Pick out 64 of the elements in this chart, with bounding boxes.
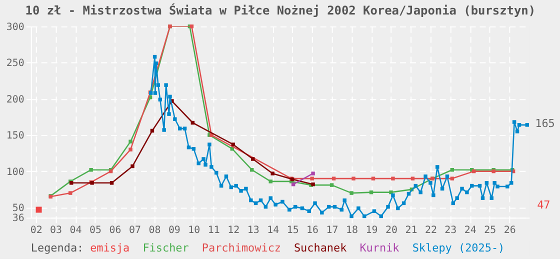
y-tick-label: 150 [6,130,24,142]
x-tick-label: 17 [326,225,338,236]
y-tick-label: 50 [12,203,24,214]
x-tick-label: 23 [444,225,457,236]
x-tick-label: 21 [405,225,418,236]
point [128,148,132,152]
x-tick-label: 02 [30,225,42,236]
point [310,176,314,180]
x-tick-label: 18 [346,225,358,236]
point [330,183,334,187]
annotation: 165 [535,117,555,130]
point [371,176,376,180]
x-tick-label: 09 [168,225,180,236]
text: Fischer [142,242,190,255]
point [268,180,272,184]
y-tick-label: 300 [6,22,24,33]
x-tick-label: 11 [208,225,220,236]
x-tick-label: 14 [267,225,280,236]
x-tick-label: 15 [286,225,299,236]
text: 47 [537,198,550,212]
point [389,190,393,194]
point [231,142,235,146]
y-tick-label: 100 [6,166,24,178]
x-tick-label: 20 [385,225,398,236]
point [450,176,454,180]
point [251,157,255,161]
x-tick-label: 16 [306,225,319,236]
chart-title: 10 zł - Mistrzostwa Świata w Piłce Nożnej 2002 Korea/Japonia (bursztyn) [25,2,536,18]
x-tick-label: 25 [484,225,496,236]
x-tick-label: 04 [70,225,82,236]
point [89,168,93,172]
x-tick-label: 19 [366,225,378,236]
x-tick-label: 10 [188,225,200,236]
x-tick-label: 24 [464,225,476,236]
text: Sklepy (2025-) [412,242,505,255]
point [352,176,356,180]
x-tick-label: 26 [504,225,516,236]
x-tick-label: 07 [128,225,141,236]
x-tick-label: 05 [90,225,102,236]
x-tick-label: 22 [424,225,437,236]
x-tick-label: 06 [109,225,122,236]
x-tick-label: 03 [50,225,62,236]
point [332,176,336,180]
text: Suchanek [294,242,348,255]
x-tick-label: 08 [148,225,161,236]
text: Parchimowicz [202,242,282,255]
text: emisja [90,242,130,255]
x-tick-label: 12 [228,225,240,236]
point [68,191,72,195]
point [130,164,134,168]
y-tick-label: 200 [6,94,24,106]
y-tick-label: 250 [6,58,24,70]
x-tick-label: 13 [247,225,260,236]
legend-title: Legenda: [30,242,84,255]
y-tick-label: 36 [12,213,24,224]
point [110,181,114,185]
point [410,176,415,180]
point [270,172,274,176]
point [36,206,42,213]
point [311,172,315,176]
point [350,191,354,195]
point [128,140,132,144]
text: Kurnik [360,242,400,255]
point [391,176,395,180]
